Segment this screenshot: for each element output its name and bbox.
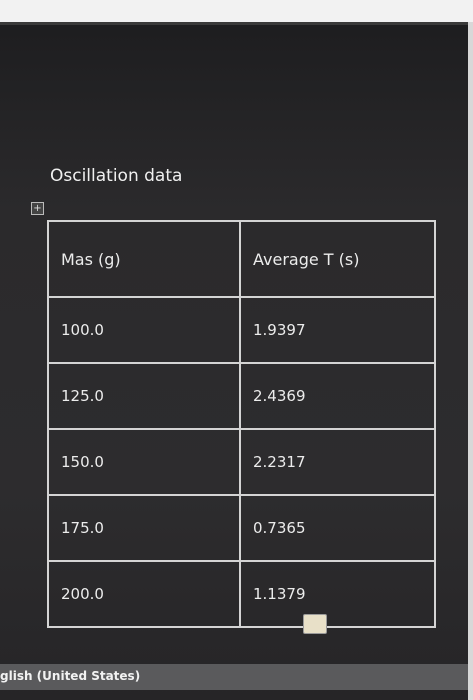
data-row: 175.0 0.7365 [47,494,436,562]
data-row: 150.0 2.2317 [47,428,436,496]
data-cell: 175.0 [47,494,241,562]
table-move-handle[interactable]: + [31,202,44,215]
data-cell: 150.0 [47,428,241,496]
status-bar: glish (United States) [0,664,468,690]
header-cell: Average T (s) [239,220,436,298]
data-row: 125.0 2.4369 [47,362,436,430]
data-row: 100.0 1.9397 [47,296,436,364]
paste-options[interactable] [303,614,327,634]
data-table: Mas (g) Average T (s) 100.0 1.9397 125.0 2.… [47,220,436,628]
language-status[interactable]: glish (United States) [0,669,141,683]
window-edge [468,22,473,700]
data-cell: 2.4369 [239,362,436,430]
data-row: 200.0 1.1379 [47,560,436,628]
data-cell: 1.1379 [239,560,436,628]
data-cell: 100.0 [47,296,241,364]
data-cell: 125.0 [47,362,241,430]
header-cell: Mas (g) [47,220,241,298]
window-top [0,0,473,22]
data-cell: 0.7365 [239,494,436,562]
header-row: Mas (g) Average T (s) [47,220,436,298]
data-cell: 1.9397 [239,296,436,364]
caption: Oscillation data [50,166,183,186]
divider [0,22,473,25]
data-cell: 2.2317 [239,428,436,496]
data-cell: 200.0 [47,560,241,628]
